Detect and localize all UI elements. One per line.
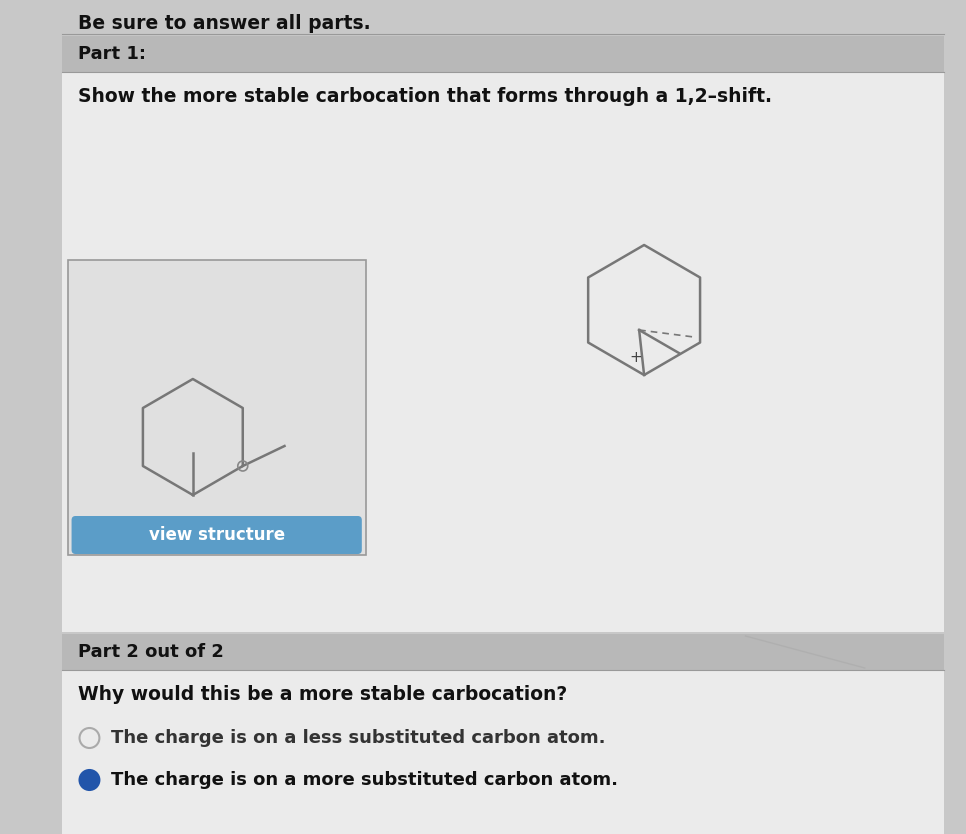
FancyBboxPatch shape	[71, 516, 362, 554]
FancyBboxPatch shape	[62, 72, 945, 632]
Text: Be sure to answer all parts.: Be sure to answer all parts.	[77, 14, 370, 33]
Text: The charge is on a more substituted carbon atom.: The charge is on a more substituted carb…	[111, 771, 618, 789]
FancyBboxPatch shape	[68, 260, 366, 555]
Text: Part 1:: Part 1:	[77, 45, 146, 63]
FancyBboxPatch shape	[62, 634, 945, 670]
Text: The charge is on a less substituted carbon atom.: The charge is on a less substituted carb…	[111, 729, 606, 747]
Circle shape	[79, 770, 99, 790]
FancyBboxPatch shape	[0, 0, 960, 35]
FancyBboxPatch shape	[62, 36, 945, 72]
Text: view structure: view structure	[149, 526, 285, 544]
Text: +: +	[630, 349, 642, 364]
Text: Why would this be a more stable carbocation?: Why would this be a more stable carbocat…	[77, 685, 567, 704]
Text: Show the more stable carbocation that forms through a 1,2–shift.: Show the more stable carbocation that fo…	[77, 87, 772, 106]
FancyBboxPatch shape	[62, 670, 945, 834]
Text: Part 2 out of 2: Part 2 out of 2	[77, 643, 223, 661]
